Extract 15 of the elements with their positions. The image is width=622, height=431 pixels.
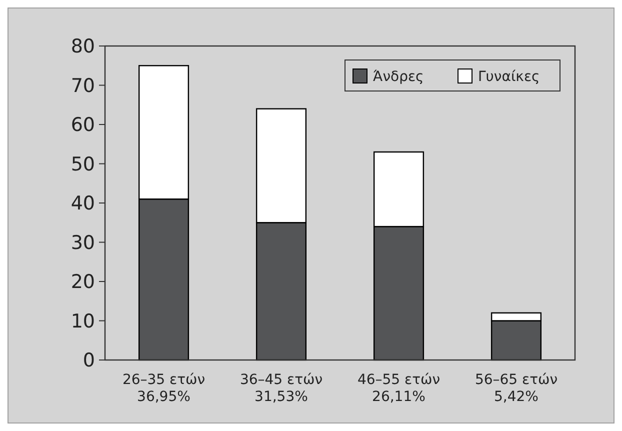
y-tick-label: 70 xyxy=(70,74,95,97)
y-tick-label: 50 xyxy=(70,153,95,176)
y-tick-label: 0 xyxy=(82,350,95,372)
y-tick-label: 30 xyxy=(70,232,95,254)
x-tick-label: 36–45 ετών 31,53% xyxy=(240,372,323,405)
x-tick-label: 46–55 ετών 26,11% xyxy=(357,372,440,405)
x-tick-label: 26–35 ετών 36,95% xyxy=(122,372,206,405)
y-tick-label: 60 xyxy=(70,114,95,136)
legend-label: Γυναίκες xyxy=(478,68,540,85)
y-tick-label: 40 xyxy=(70,192,95,215)
x-tick-label: 56–65 ετών 5,42% xyxy=(474,372,558,405)
y-tick-label: 80 xyxy=(70,36,95,58)
y-tick-label: 10 xyxy=(70,310,95,332)
legend-label: Άνδρες xyxy=(373,68,424,85)
y-tick-label: 20 xyxy=(70,271,95,294)
